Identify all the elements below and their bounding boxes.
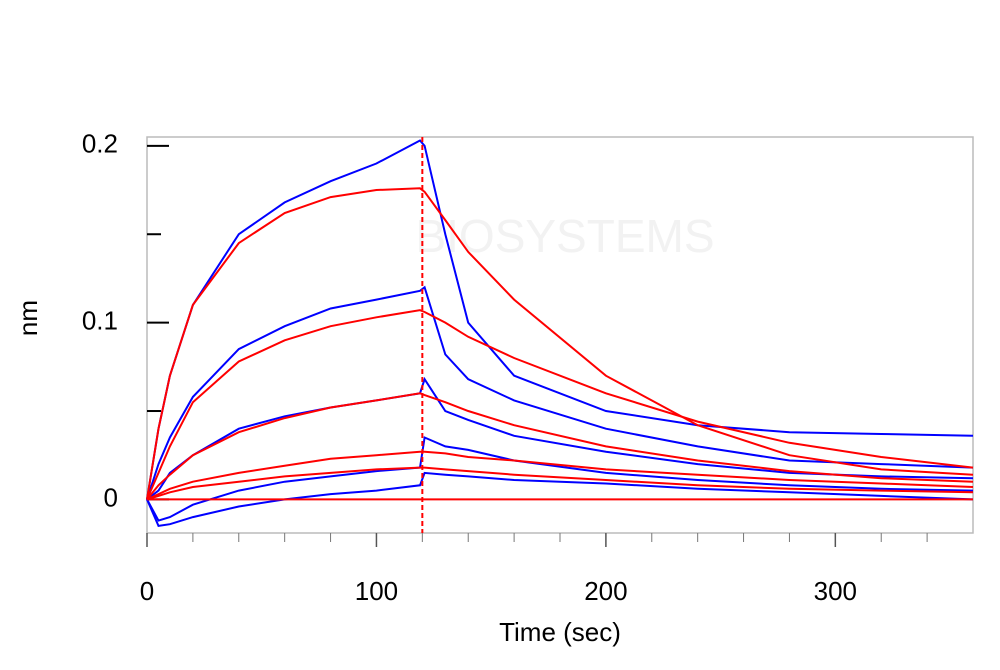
x-tick-label: 0 [140, 576, 154, 606]
series-line [146, 139, 974, 500]
y-tick-label: 0 [104, 482, 118, 512]
x-axis-label: Time (sec) [499, 617, 621, 647]
x-tick-label: 300 [814, 576, 857, 606]
watermark: BIOSYSTEMS [415, 210, 714, 262]
x-tick-label: 100 [355, 576, 398, 606]
y-tick-label: 0.1 [82, 306, 118, 336]
series-line [146, 309, 974, 500]
series-line [146, 436, 974, 522]
series-line [146, 187, 974, 500]
y-tick-label: 0.2 [82, 129, 118, 159]
x-tick-label: 200 [584, 576, 627, 606]
y-axis-label: nm [13, 300, 43, 336]
plot-frame [146, 136, 974, 534]
series-line [146, 471, 974, 528]
